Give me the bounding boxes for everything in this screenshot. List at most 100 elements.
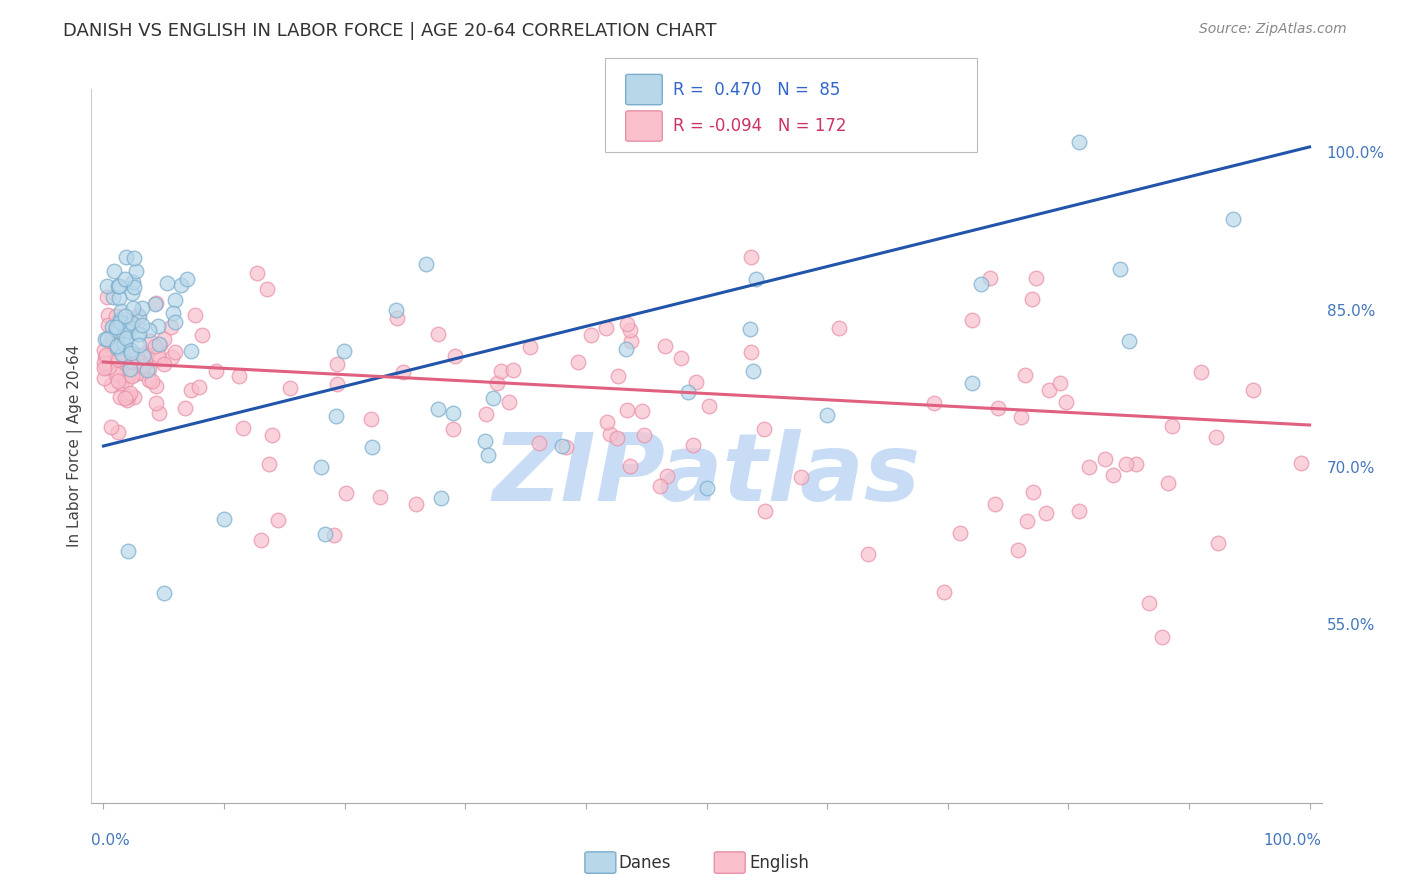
Point	[1205, 429, 1227, 443]
Point	[554, 440, 576, 454]
Point	[115, 331, 138, 345]
Point	[567, 355, 589, 369]
Point	[695, 481, 717, 495]
Point	[1118, 334, 1140, 348]
Point	[165, 293, 187, 307]
Point	[141, 375, 163, 389]
Point	[100, 420, 122, 434]
Point	[654, 339, 676, 353]
Point	[754, 504, 776, 518]
Point	[105, 339, 128, 353]
Point	[502, 363, 524, 377]
Point	[93, 343, 115, 357]
Point	[104, 339, 127, 353]
Point	[136, 363, 159, 377]
Point	[134, 345, 156, 359]
Point	[93, 356, 115, 370]
Point	[1102, 467, 1125, 482]
Point	[754, 422, 776, 436]
Point	[984, 497, 1007, 511]
Point	[121, 343, 143, 358]
Point	[94, 348, 117, 362]
Text: R = -0.094   N = 172: R = -0.094 N = 172	[673, 117, 846, 135]
Point	[122, 301, 145, 315]
Point	[633, 428, 655, 442]
Point	[101, 320, 124, 334]
Point	[143, 297, 166, 311]
Point	[128, 326, 150, 341]
Point	[107, 279, 129, 293]
Point	[101, 344, 124, 359]
Point	[131, 356, 153, 370]
Point	[148, 352, 170, 367]
Point	[335, 485, 357, 500]
Point	[1015, 514, 1038, 528]
Point	[127, 326, 149, 341]
Point	[117, 392, 139, 407]
Point	[256, 282, 278, 296]
Point	[138, 373, 160, 387]
Point	[607, 369, 630, 384]
Point	[103, 264, 125, 278]
Text: 100.0%: 100.0%	[1264, 833, 1322, 847]
Point	[145, 395, 167, 409]
Point	[1049, 376, 1071, 391]
Point	[527, 436, 550, 450]
Point	[676, 385, 699, 400]
Point	[391, 365, 413, 379]
Point	[107, 337, 129, 351]
Point	[922, 396, 945, 410]
Point	[114, 368, 136, 382]
Point	[117, 324, 139, 338]
Point	[128, 309, 150, 323]
Point	[96, 278, 118, 293]
Point	[180, 343, 202, 358]
Point	[105, 323, 128, 337]
Point	[259, 457, 281, 471]
Point	[474, 434, 496, 448]
Point	[744, 272, 766, 286]
Point	[278, 381, 301, 395]
Point	[114, 310, 136, 324]
Point	[1115, 457, 1137, 471]
Point	[1241, 383, 1264, 397]
Point	[1014, 368, 1036, 382]
Point	[619, 323, 641, 337]
Point	[1022, 485, 1045, 500]
Point	[1067, 504, 1090, 518]
Point	[148, 337, 170, 351]
Point	[606, 431, 628, 445]
Point	[427, 402, 450, 417]
Point	[114, 272, 136, 286]
Point	[146, 318, 169, 333]
Point	[108, 291, 131, 305]
Point	[740, 250, 762, 264]
Point	[477, 448, 499, 462]
Point	[118, 361, 141, 376]
Point	[112, 328, 135, 343]
Point	[110, 376, 132, 391]
Point	[979, 271, 1001, 285]
Point	[1054, 395, 1077, 409]
Point	[97, 318, 120, 333]
Text: Source: ZipAtlas.com: Source: ZipAtlas.com	[1199, 22, 1347, 37]
Point	[246, 266, 269, 280]
Point	[122, 280, 145, 294]
Point	[228, 368, 250, 383]
Point	[1137, 596, 1160, 610]
Point	[441, 406, 464, 420]
Point	[127, 349, 149, 363]
Point	[156, 276, 179, 290]
Point	[475, 407, 498, 421]
Point	[187, 379, 209, 393]
Point	[114, 392, 136, 406]
Point	[111, 348, 134, 362]
Text: R =  0.470   N =  85: R = 0.470 N = 85	[673, 80, 841, 98]
Point	[110, 303, 132, 318]
Point	[657, 468, 679, 483]
Point	[405, 497, 427, 511]
Point	[616, 402, 638, 417]
Point	[132, 357, 155, 371]
Point	[1007, 543, 1029, 558]
Point	[987, 401, 1010, 415]
